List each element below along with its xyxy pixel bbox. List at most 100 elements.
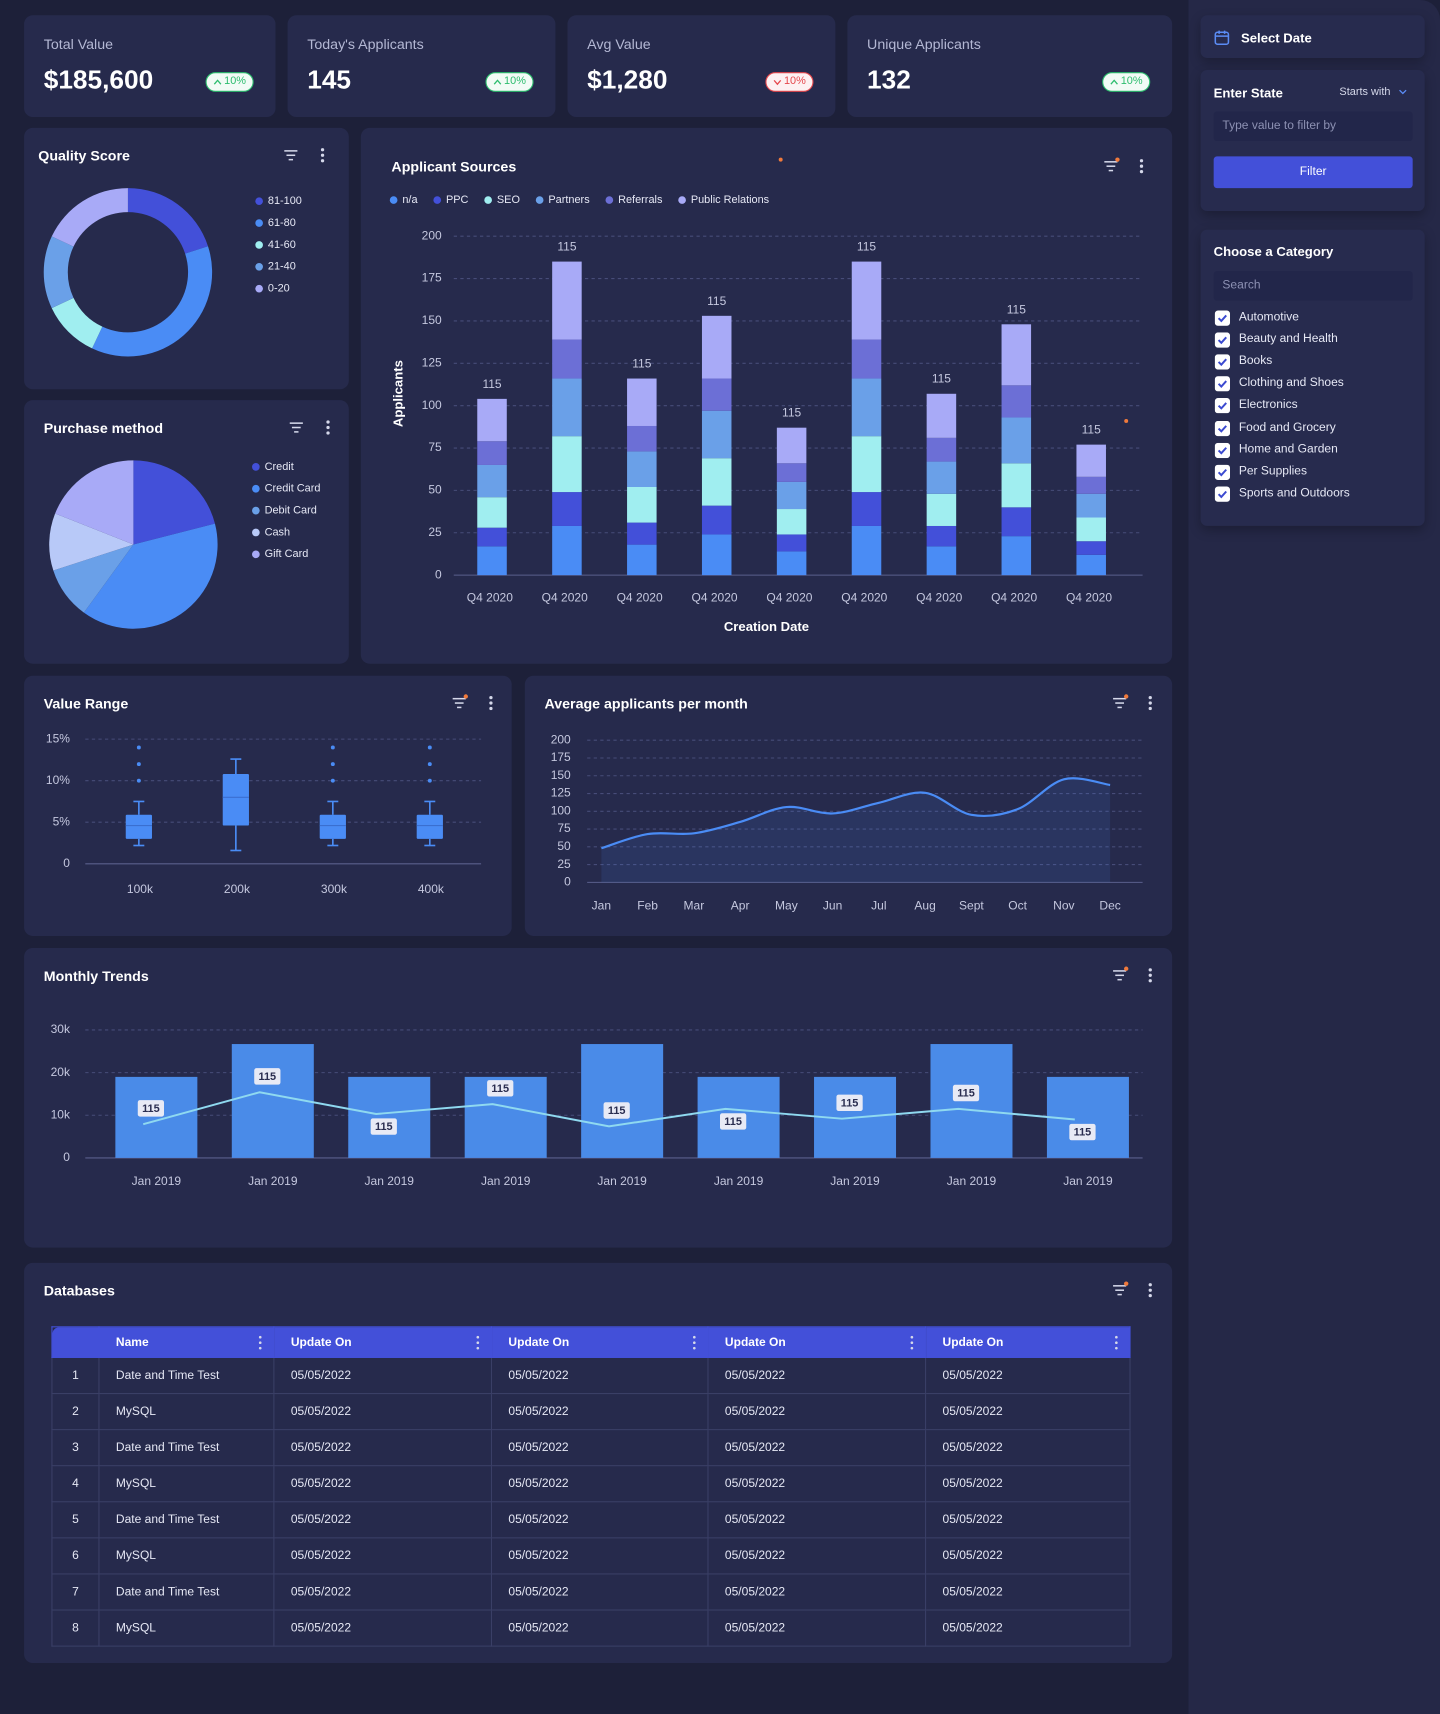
table-row: 1 Date and Time Test 05/05/2022 05/05/2022 0…	[51, 1356, 1131, 1395]
kpi-change: 10%	[504, 75, 526, 88]
checkbox-box	[1214, 354, 1231, 370]
checkmark	[1217, 380, 1227, 389]
table-cell: 05/05/2022	[707, 1356, 927, 1395]
kpi-value: 145	[307, 65, 352, 96]
category-option[interactable]: Automotive	[1214, 310, 1412, 326]
checkbox[interactable]	[1214, 442, 1231, 458]
table-cell: 05/05/2022	[490, 1537, 709, 1575]
checkbox[interactable]	[1214, 420, 1231, 436]
checkmark	[1217, 314, 1227, 323]
table-cell: 05/05/2022	[273, 1356, 493, 1395]
checkbox-box	[1214, 420, 1231, 436]
table-cell: MySQL	[98, 1609, 275, 1647]
quality-card: Quality Score	[24, 127, 349, 390]
column-menu[interactable]	[1114, 1335, 1118, 1350]
kpi-badge: 10%	[1102, 72, 1151, 92]
category-option[interactable]: Books	[1214, 354, 1412, 370]
table-row: 5 Date and Time Test 05/05/2022 05/05/2022 0…	[51, 1501, 1131, 1539]
header-cell	[51, 1326, 100, 1358]
category-option[interactable]: Beauty and Health	[1214, 332, 1412, 348]
column-header: Name	[98, 1326, 275, 1358]
checkbox[interactable]	[1214, 332, 1231, 348]
date-panel[interactable]: Select Date	[1200, 15, 1425, 58]
trend-arrow	[1110, 79, 1118, 85]
table-cell: 05/05/2022	[707, 1501, 927, 1539]
checkbox[interactable]	[1214, 354, 1231, 370]
column-header: Update On	[707, 1326, 927, 1358]
match-mode[interactable]: Starts with	[1339, 86, 1391, 99]
category-label: Sports and Outdoors	[1238, 486, 1350, 500]
checkbox[interactable]	[1214, 486, 1231, 502]
checkmark	[1217, 358, 1227, 367]
category-option[interactable]: Per Supplies	[1214, 464, 1412, 480]
table-cell: 05/05/2022	[490, 1356, 709, 1395]
table-cell: 05/05/2022	[707, 1465, 927, 1503]
category-option[interactable]: Sports and Outdoors	[1214, 486, 1412, 502]
checkmark	[1217, 424, 1227, 433]
table-cell: MySQL	[98, 1465, 275, 1503]
table-cell: 05/05/2022	[273, 1392, 493, 1431]
header-row: Name Update On Update On Update On Update On	[51, 1326, 1131, 1358]
table-cell: 05/05/2022	[925, 1465, 1131, 1503]
checkbox-box	[1214, 376, 1231, 392]
table-cell: Date and Time Test	[98, 1356, 275, 1395]
checkmark	[1217, 490, 1227, 499]
checkbox[interactable]	[1214, 464, 1231, 480]
menu-dot	[258, 1335, 262, 1339]
checkmark	[1217, 402, 1227, 411]
table-cell: 05/05/2022	[707, 1537, 927, 1575]
column-menu[interactable]	[692, 1335, 696, 1350]
kpi-value: $1,280	[587, 65, 668, 96]
card-title: Purchase method	[43, 419, 164, 437]
kpi-badge: 10%	[485, 72, 534, 92]
table-cell: 05/05/2022	[273, 1573, 493, 1611]
checkbox[interactable]	[1214, 376, 1231, 392]
category-title: Choose a Category	[1213, 243, 1334, 260]
card-title: Databases	[43, 1282, 115, 1299]
range-card: Value Range	[24, 675, 512, 936]
table-cell: Date and Time Test	[98, 1501, 275, 1539]
trends-card: Monthly Trends	[24, 947, 1173, 1248]
trend-arrow	[773, 79, 782, 86]
card-title: Value Range	[43, 695, 129, 712]
trend-chevron	[1110, 79, 1118, 85]
filter-button[interactable]: Filter	[1213, 156, 1413, 189]
table-cell: 05/05/2022	[925, 1356, 1131, 1395]
column-menu[interactable]	[910, 1335, 914, 1350]
databases-card: Databases Name Update On Update On Update O…	[24, 1262, 1173, 1664]
state-panel: Enter State Starts with Type value to fi…	[1200, 69, 1425, 212]
kpi-title: Avg Value	[587, 36, 651, 53]
menu-dot	[692, 1335, 696, 1339]
table-cell: 05/05/2022	[925, 1609, 1131, 1647]
category-option[interactable]: Clothing and Shoes	[1214, 376, 1412, 392]
table-cell: 05/05/2022	[707, 1429, 927, 1467]
average-card: Average applicants per month	[524, 675, 1173, 936]
checkbox-box	[1214, 464, 1231, 480]
search-input[interactable]: Search	[1213, 271, 1413, 301]
kpi-change: 10%	[224, 75, 247, 88]
purchase-card: Purchase method	[24, 400, 349, 664]
trend-arrow	[213, 79, 222, 85]
chevron	[1399, 89, 1407, 95]
menu-dot	[910, 1341, 914, 1344]
table-cell: 05/05/2022	[273, 1429, 493, 1467]
table-cell: 05/05/2022	[707, 1392, 927, 1431]
column-menu[interactable]	[476, 1335, 480, 1350]
menu-dot	[1115, 1335, 1118, 1339]
menu-dot	[910, 1335, 914, 1339]
category-option[interactable]: Home and Garden	[1214, 442, 1412, 458]
kpi-title: Today's Applicants	[307, 36, 424, 53]
column-menu[interactable]	[258, 1335, 262, 1350]
checkbox[interactable]	[1214, 398, 1231, 414]
table-cell: 05/05/2022	[273, 1501, 493, 1539]
state-input[interactable]: Type value to filter by	[1213, 111, 1413, 142]
table-cell: MySQL	[98, 1392, 275, 1431]
kpi-badge: 10%	[765, 72, 814, 92]
checkbox[interactable]	[1214, 310, 1231, 326]
table-cell: 05/05/2022	[925, 1429, 1131, 1467]
category-option[interactable]: Electronics	[1214, 398, 1412, 414]
checkmark	[1217, 468, 1227, 477]
column-header: Update On	[273, 1326, 493, 1358]
category-option[interactable]: Food and Grocery	[1214, 420, 1412, 436]
menu-dot	[258, 1341, 262, 1344]
